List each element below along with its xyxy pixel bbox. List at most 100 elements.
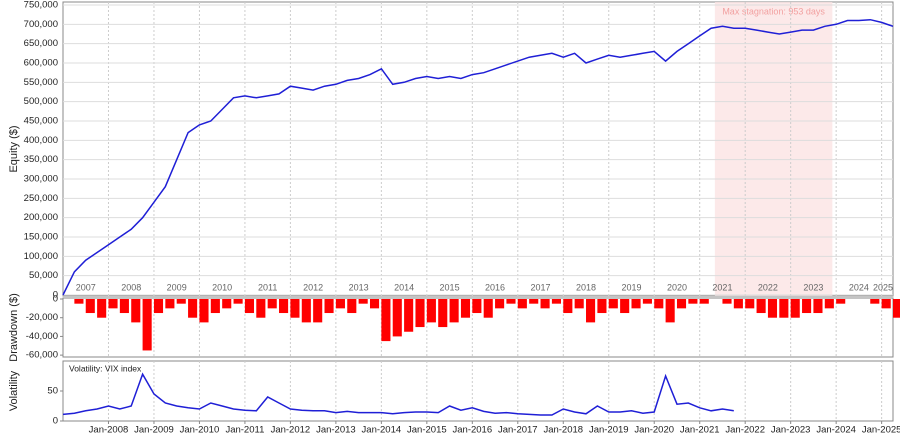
x-tick-label: Jan-2012 xyxy=(271,425,311,436)
bar xyxy=(824,299,834,309)
bar xyxy=(97,299,107,318)
y-tick-label: 750,000 xyxy=(24,0,58,11)
y-tick-label: 400,000 xyxy=(24,135,58,146)
year-label: 2015 xyxy=(440,282,460,292)
bar xyxy=(165,299,175,309)
bar xyxy=(381,299,391,342)
x-tick-label: Jan-2021 xyxy=(680,425,720,436)
y-tick-label: 0 xyxy=(53,290,58,301)
bar xyxy=(153,299,164,314)
y-tick-label: 100,000 xyxy=(24,251,58,262)
year-label: 2017 xyxy=(531,282,551,292)
bar xyxy=(256,299,266,318)
stagnation-label: Max stagnation: 953 days xyxy=(722,6,825,16)
bar xyxy=(449,299,459,323)
bar xyxy=(551,299,561,304)
year-label: 2012 xyxy=(303,282,323,292)
y-tick-label: 250,000 xyxy=(24,193,58,204)
bar xyxy=(233,299,243,304)
bar xyxy=(131,299,141,323)
x-tick-label: Jan-2020 xyxy=(634,425,674,436)
bar xyxy=(870,299,880,304)
y-axis-title: Volatility xyxy=(8,370,20,411)
bar xyxy=(199,299,209,323)
x-tick-label: Jan-2017 xyxy=(498,425,538,436)
bar xyxy=(415,299,425,328)
y-tick-label: 500,000 xyxy=(24,96,58,107)
bar xyxy=(517,299,527,309)
bar xyxy=(813,299,823,314)
bar xyxy=(642,299,652,304)
bar xyxy=(688,299,698,304)
bar xyxy=(119,299,129,314)
y-tick-label: 0 xyxy=(53,416,58,427)
bar xyxy=(608,299,618,309)
bar xyxy=(290,299,300,318)
y-tick-label: 200,000 xyxy=(24,212,58,223)
year-label: 2011 xyxy=(258,282,277,292)
bar xyxy=(188,299,198,318)
legend-label: Volatility: VIX index xyxy=(69,363,142,373)
y-tick-label: 50,000 xyxy=(29,270,58,281)
bar xyxy=(745,299,755,309)
y-tick-label: -40,000 xyxy=(26,331,58,342)
data-line xyxy=(62,18,894,296)
x-tick-label: Jan-2011 xyxy=(225,425,264,436)
x-tick-label: Jan-2008 xyxy=(89,425,129,436)
year-label: 2023 xyxy=(803,282,823,292)
x-tick-label: Jan-2019 xyxy=(589,425,629,436)
bar xyxy=(597,299,607,314)
y-tick-label: 150,000 xyxy=(24,232,58,243)
year-label: 2022 xyxy=(758,282,778,292)
x-tick-label: Jan-2018 xyxy=(543,425,583,436)
year-label: 2010 xyxy=(212,282,232,292)
x-tick-label: Jan-2014 xyxy=(362,425,402,436)
bar xyxy=(279,299,289,314)
bar xyxy=(324,299,334,314)
y-tick-label: -20,000 xyxy=(26,312,58,323)
bar xyxy=(495,299,505,309)
bar xyxy=(665,299,675,323)
bar xyxy=(586,299,596,323)
year-label: 2018 xyxy=(576,282,596,292)
year-label: 2025 xyxy=(873,282,893,292)
stagnation-band xyxy=(714,2,833,296)
year-label: 2024 xyxy=(849,282,869,292)
bar xyxy=(654,299,664,309)
bar xyxy=(529,299,539,304)
bar xyxy=(540,299,550,309)
year-label: 2008 xyxy=(121,282,141,292)
bar xyxy=(893,299,900,318)
year-label: 2007 xyxy=(76,282,96,292)
x-tick-label: Jan-2013 xyxy=(316,425,356,436)
year-label: 2020 xyxy=(667,282,687,292)
bar xyxy=(392,299,402,337)
bar xyxy=(767,299,778,318)
y-tick-label: 700,000 xyxy=(24,19,58,30)
bar xyxy=(574,299,584,309)
bar xyxy=(881,299,891,309)
bar xyxy=(210,299,220,314)
y-tick-label: 600,000 xyxy=(24,58,58,69)
bar xyxy=(358,299,368,304)
year-label: 2009 xyxy=(167,282,187,292)
bar xyxy=(404,299,414,332)
y-tick-label: 550,000 xyxy=(24,77,58,88)
bar xyxy=(802,299,812,314)
y-tick-label: 650,000 xyxy=(24,38,58,49)
bar xyxy=(563,299,573,314)
x-tick-label: Jan-2024 xyxy=(816,425,856,436)
bar xyxy=(506,299,516,304)
x-tick-label: Jan-2016 xyxy=(453,425,493,436)
bar xyxy=(836,299,846,304)
bar xyxy=(222,299,232,309)
y-tick-label: 50 xyxy=(47,386,58,397)
x-tick-label: Jan-2025 xyxy=(862,425,900,436)
bar xyxy=(779,299,789,318)
bar xyxy=(483,299,493,318)
bar xyxy=(108,299,118,309)
bar xyxy=(142,299,152,351)
bar xyxy=(369,299,380,309)
y-tick-label: 350,000 xyxy=(24,154,58,165)
